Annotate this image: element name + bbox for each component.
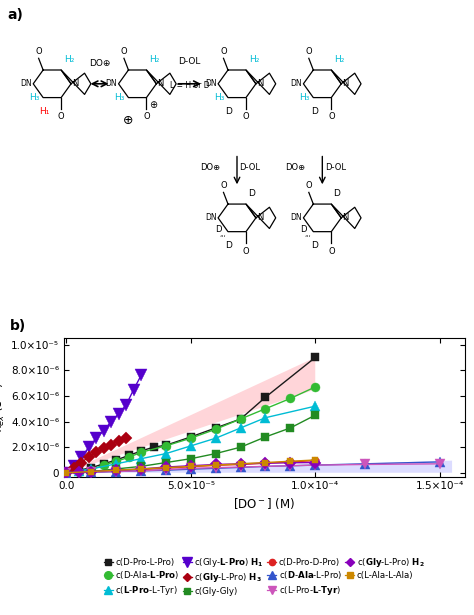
Text: D-OL: D-OL xyxy=(178,57,201,66)
Text: H₂: H₂ xyxy=(334,55,345,63)
Text: H₂: H₂ xyxy=(64,55,74,63)
Text: O: O xyxy=(220,47,227,55)
Text: D: D xyxy=(226,241,232,250)
Text: H₂: H₂ xyxy=(149,55,160,63)
Text: D: D xyxy=(215,225,222,234)
Text: O: O xyxy=(121,47,127,55)
Text: H₃: H₃ xyxy=(214,93,224,102)
Text: H₃: H₃ xyxy=(29,93,39,102)
Text: DO⊕: DO⊕ xyxy=(286,163,306,172)
Text: D: D xyxy=(226,107,232,116)
Text: O: O xyxy=(58,113,64,121)
Text: O: O xyxy=(243,247,249,255)
Text: ⊕: ⊕ xyxy=(150,100,158,110)
Text: ⊕: ⊕ xyxy=(123,114,134,127)
Text: DN: DN xyxy=(20,79,32,89)
Text: H₃: H₃ xyxy=(115,93,125,102)
Text: N: N xyxy=(342,79,348,89)
Text: O: O xyxy=(306,181,312,189)
Text: O: O xyxy=(328,113,335,121)
Text: D: D xyxy=(248,189,255,197)
Text: O: O xyxy=(243,113,249,121)
Polygon shape xyxy=(66,357,315,473)
Text: H₂: H₂ xyxy=(249,55,259,63)
Text: O: O xyxy=(306,47,312,55)
Text: L = H or D: L = H or D xyxy=(170,81,210,90)
Text: a): a) xyxy=(7,9,23,22)
Legend: c(D-Pro-L-Pro), c(D-Ala-$\bf{L}$-$\bf{Pro}$), c($\bf{L}$-$\bf{Pro}$-L-Tyr), c(Gl: c(D-Pro-L-Pro), c(D-Ala-$\bf{L}$-$\bf{Pr… xyxy=(100,553,428,600)
Text: N: N xyxy=(72,79,78,89)
Text: D: D xyxy=(301,225,307,234)
Text: N: N xyxy=(257,79,263,89)
Text: O: O xyxy=(220,181,227,189)
Text: D-OL: D-OL xyxy=(325,163,346,172)
Text: DO⊕: DO⊕ xyxy=(201,163,220,172)
Text: ,,,: ,,, xyxy=(219,231,226,237)
Y-axis label: $k_{ex}$ (s$^{-1}$): $k_{ex}$ (s$^{-1}$) xyxy=(0,383,8,432)
Text: N: N xyxy=(342,213,348,223)
Text: H₃: H₃ xyxy=(300,93,310,102)
Text: DN: DN xyxy=(205,213,217,223)
Text: O: O xyxy=(328,247,335,255)
Text: D: D xyxy=(333,189,340,197)
Text: O: O xyxy=(143,113,150,121)
Text: H₁: H₁ xyxy=(39,107,49,116)
Text: DO⊕: DO⊕ xyxy=(89,59,110,68)
Text: D: D xyxy=(311,107,318,116)
Polygon shape xyxy=(66,461,452,473)
Text: DN: DN xyxy=(106,79,117,89)
Text: D-OL: D-OL xyxy=(239,163,260,172)
Text: DN: DN xyxy=(205,79,217,89)
Text: N: N xyxy=(257,213,263,223)
Text: DN: DN xyxy=(291,213,302,223)
Text: DN: DN xyxy=(291,79,302,89)
Text: ,,,: ,,, xyxy=(304,231,311,237)
Text: O: O xyxy=(36,47,42,55)
Text: D: D xyxy=(311,241,318,250)
X-axis label: [DO$^-$] (M): [DO$^-$] (M) xyxy=(233,496,295,510)
Text: N: N xyxy=(157,79,164,89)
Text: b): b) xyxy=(10,319,26,333)
